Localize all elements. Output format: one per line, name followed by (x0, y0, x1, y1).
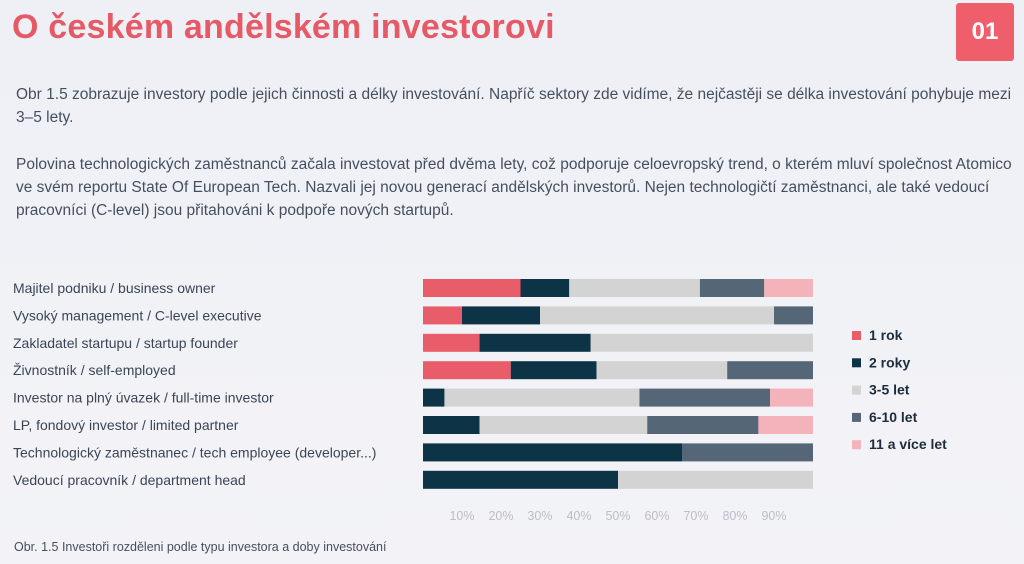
bar-segment (479, 333, 591, 352)
bar-segment (423, 279, 521, 297)
x-tick-label: 60% (644, 509, 669, 523)
bar-segment (569, 279, 700, 297)
bar-segment (764, 279, 813, 297)
legend-swatch (852, 358, 861, 368)
category-label: Zakladatel startupu / startup founder (13, 335, 238, 351)
figure-caption: Obr. 1.5 Investoři rozděleni podle typu … (14, 540, 387, 554)
bar-segment (423, 416, 480, 434)
x-tick-label: 30% (527, 509, 552, 523)
bar-segment (423, 361, 511, 380)
x-tick-label: 50% (605, 509, 630, 523)
bar-segment (510, 361, 597, 380)
legend-label: 11 a více let (869, 436, 947, 452)
bar-segment (770, 388, 813, 407)
bar-segment (462, 306, 540, 325)
legend-label: 2 roky (869, 354, 910, 370)
category-label: Investor na plný úvazek / full-time inve… (13, 390, 274, 406)
bar-segment (423, 470, 618, 489)
category-label: Vysoký management / C-level executive (13, 307, 262, 323)
bar-segment (540, 306, 774, 325)
bar-segment (774, 306, 813, 325)
bar-segment (639, 388, 771, 407)
stacked-bar-chart: Majitel podniku / business owner Vysoký m… (13, 279, 947, 523)
bar-segment (699, 279, 765, 297)
x-tick-label: 90% (761, 509, 786, 523)
category-label: Živnostník / self-employed (13, 362, 176, 378)
legend-label: 3-5 let (869, 382, 910, 398)
bar-segment (590, 333, 813, 352)
bar-segment (596, 361, 728, 380)
bar-segment (727, 361, 813, 380)
legend-swatch (852, 331, 861, 340)
category-label: Majitel podniku / business owner (13, 280, 216, 296)
legend-swatch (852, 412, 861, 422)
bar-segment (758, 416, 813, 434)
category-label: LP, fondový investor / limited partner (13, 417, 239, 433)
bar-segment (423, 388, 445, 407)
page-title: O českém andělském investorovi (12, 8, 555, 46)
bar-segment (423, 443, 683, 462)
legend-swatch (852, 440, 861, 450)
bar-segment (520, 279, 570, 297)
bar-segment (647, 416, 759, 434)
bar-segment (618, 470, 813, 489)
page-number-badge: 01 (956, 3, 1014, 61)
bar-segment (423, 333, 480, 352)
legend-label: 6-10 let (869, 409, 918, 425)
bar-segment (682, 443, 813, 462)
x-tick-label: 20% (488, 509, 513, 523)
bar-segment (479, 416, 648, 434)
x-tick-label: 80% (722, 509, 747, 523)
legend-swatch (852, 385, 861, 395)
x-tick-label: 70% (683, 509, 708, 523)
intro-paragraph: Obr 1.5 zobrazuje investory podle jejich… (16, 86, 1012, 126)
x-tick-label: 10% (449, 509, 474, 523)
legend-label: 1 rok (869, 327, 903, 343)
category-label: Technologický zaměstnanec / tech employe… (13, 444, 376, 460)
x-tick-label: 40% (566, 509, 591, 523)
bar-segment (444, 388, 640, 407)
bar-segment (423, 306, 462, 325)
category-label: Vedoucí pracovník / department head (13, 472, 246, 488)
body-paragraph: Polovina technologických zaměstnanců zač… (16, 156, 1012, 219)
